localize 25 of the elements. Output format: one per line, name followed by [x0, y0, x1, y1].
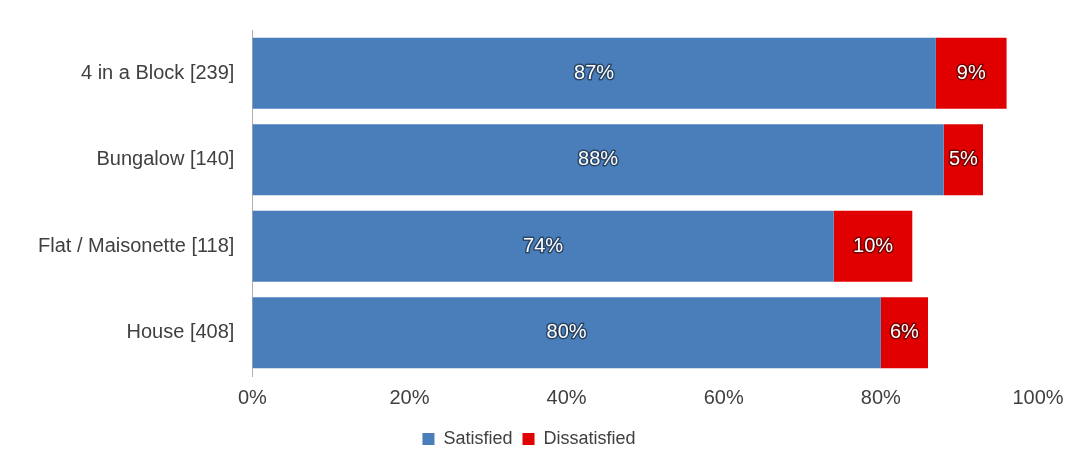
data-label: 88% — [578, 147, 619, 170]
x-tick-label: 60% — [703, 385, 744, 408]
x-tick-label: 80% — [860, 385, 902, 408]
legend-label: Dissatisfied — [543, 427, 636, 448]
x-tick-label: 100% — [1012, 385, 1064, 408]
bar — [252, 297, 881, 369]
bar — [252, 124, 944, 196]
data-label: 9% — [956, 60, 986, 83]
data-label: 5% — [948, 147, 979, 170]
data-label: 80% — [546, 320, 587, 343]
y-tick-label: Flat / Maisonette [118] — [37, 233, 235, 256]
x-tick-label: 40% — [546, 385, 587, 408]
y-tick-label: House [408] — [126, 320, 235, 343]
x-tick-label: 0% — [237, 385, 268, 408]
data-label: 74% — [523, 233, 564, 256]
legend-label: Satisfied — [443, 427, 513, 448]
bar — [252, 210, 834, 282]
data-label: 10% — [853, 233, 894, 256]
data-label: 87% — [574, 60, 615, 83]
x-tick-label: 20% — [389, 385, 430, 408]
data-label: 6% — [889, 320, 920, 343]
bar — [935, 37, 1007, 109]
bar — [252, 37, 936, 109]
y-tick-label: 4 in a Block [239] — [80, 60, 235, 83]
y-tick-label: Bungalow [140] — [96, 147, 235, 170]
